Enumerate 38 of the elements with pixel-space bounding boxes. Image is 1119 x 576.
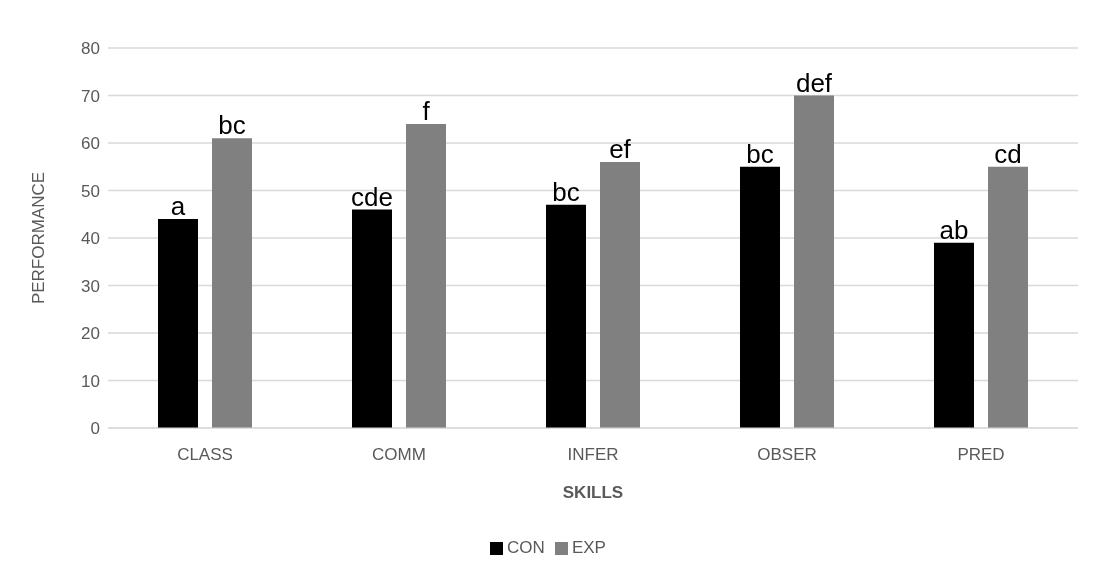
data-label: ab <box>939 214 969 245</box>
y-tick-label: 60 <box>81 134 100 154</box>
data-label: bc <box>746 138 774 169</box>
bar <box>406 124 446 428</box>
x-axis-title: SKILLS <box>562 483 624 502</box>
data-label: cd <box>994 138 1022 169</box>
x-tick-label: PRED <box>957 445 1005 465</box>
legend-label: CON <box>507 538 545 557</box>
y-tick-label: 0 <box>90 419 100 439</box>
bar <box>212 138 252 428</box>
y-tick-label: 30 <box>81 276 100 296</box>
data-label: ef <box>609 134 632 164</box>
bar <box>546 204 586 428</box>
y-tick-label: 50 <box>81 181 100 201</box>
y-tick-label: 80 <box>81 39 100 59</box>
data-label: f <box>422 96 431 126</box>
y-tick-label: 70 <box>81 86 100 106</box>
data-label: a <box>170 191 186 221</box>
data-label: cde <box>351 181 393 212</box>
x-tick-label: COMM <box>372 445 426 465</box>
bar <box>740 166 780 428</box>
legend-label: EXP <box>571 538 606 557</box>
data-label: bc <box>218 110 246 141</box>
bar <box>988 166 1028 428</box>
data-label: bc <box>552 176 580 207</box>
y-tick-label: 20 <box>81 324 100 344</box>
bar <box>794 95 834 428</box>
y-tick-label: 40 <box>81 229 100 249</box>
bar <box>352 209 392 428</box>
x-tick-label: CLASS <box>177 445 233 465</box>
bar <box>158 219 198 428</box>
x-tick-label: INFER <box>567 445 619 465</box>
x-tick-label: OBSER <box>757 445 817 465</box>
data-label: def <box>795 67 833 98</box>
y-axis-title: PERFORMANCE <box>29 171 49 305</box>
bar <box>934 242 974 428</box>
bar <box>600 162 640 428</box>
y-tick-label: 10 <box>81 371 100 391</box>
